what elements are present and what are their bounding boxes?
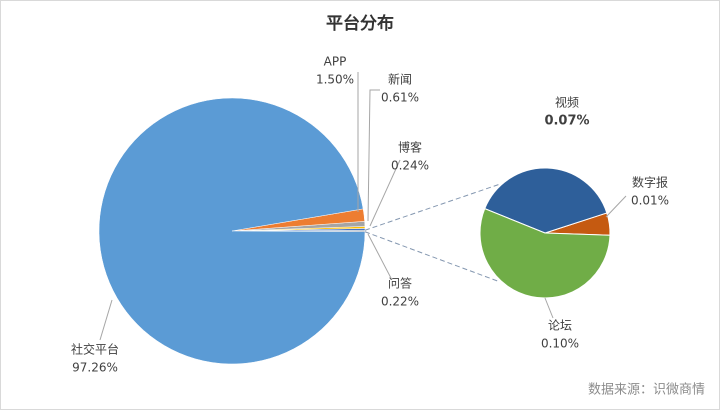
slice-label: 问答 — [388, 276, 412, 291]
value-label: 0.01% — [631, 194, 669, 208]
value-label: 0.22% — [381, 295, 419, 309]
chart-title: 平台分布 — [326, 13, 394, 34]
pie-slice — [484, 167, 608, 234]
slice-label: 数字报 — [632, 175, 668, 190]
leader-line — [99, 299, 113, 341]
value-label: 0.07% — [544, 114, 589, 129]
value-label: 1.50% — [316, 73, 354, 87]
slice-label: 视频 — [555, 95, 579, 110]
slice-label: 社交平台 — [71, 342, 119, 357]
slice-label: 论坛 — [548, 319, 572, 333]
leader-line — [544, 297, 554, 319]
value-label: 0.24% — [391, 159, 429, 173]
leader-line — [367, 89, 380, 222]
value-label: 0.61% — [381, 91, 419, 105]
slice-label: 博客 — [398, 140, 422, 155]
leader-line — [369, 159, 401, 227]
slice-label: 新闻 — [388, 72, 412, 87]
pie-slice — [98, 97, 366, 365]
slice-label: APP — [324, 55, 347, 69]
leader-line — [367, 233, 393, 281]
value-label: 0.10% — [541, 337, 579, 351]
pie-slice — [479, 207, 611, 299]
value-label: 97.26% — [72, 361, 118, 375]
leader-line — [605, 195, 627, 218]
source: 数据来源：识微商情 — [588, 383, 705, 398]
